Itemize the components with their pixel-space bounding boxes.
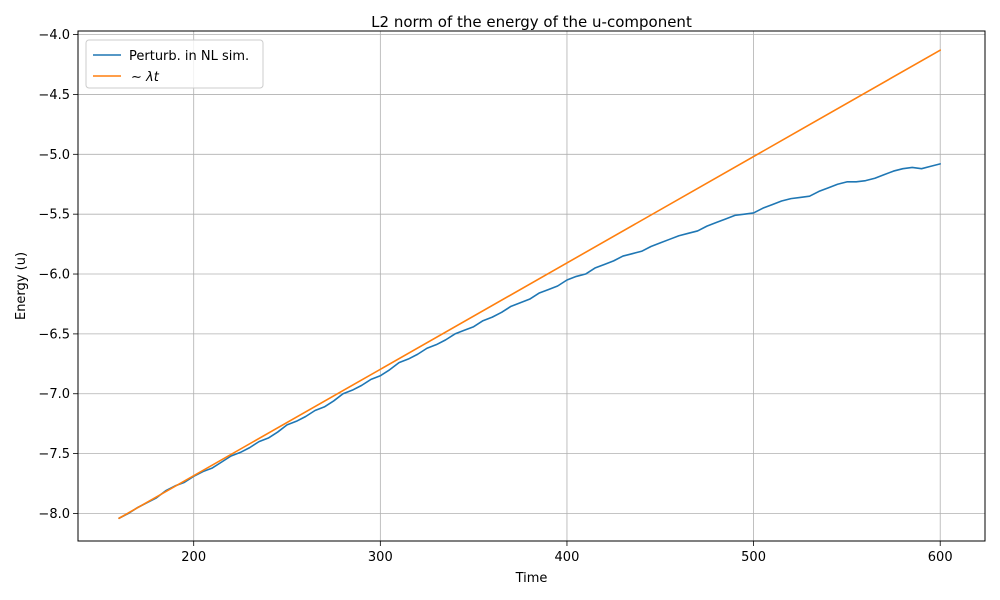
y-tick-label: −8.0 — [38, 507, 70, 522]
legend: Perturb. in NL sim. ∼ λt — [85, 39, 264, 89]
legend-label-linear-fit: ∼ λt — [131, 70, 160, 85]
x-tick-label: 600 — [928, 550, 953, 565]
legend-box — [85, 39, 264, 89]
series-group — [118, 49, 942, 520]
x-tick-label: 500 — [741, 550, 766, 565]
x-tick-label: 200 — [181, 550, 206, 565]
y-tick-label: −6.0 — [38, 268, 70, 283]
y-tick-label: −5.0 — [38, 148, 70, 163]
y-tick-label: −6.5 — [38, 327, 70, 342]
plot-frame — [77, 30, 986, 542]
x-axis-label: Time — [515, 571, 548, 586]
axis-ticks: 200 300 400 500 600 −8.0 −7.5 −7.0 −6.5 −6.0 −5.5 −… — [38, 28, 952, 565]
y-axis-label: Energy (u) — [14, 252, 29, 320]
y-tick-label: −4.0 — [38, 28, 70, 43]
y-tick-label: −4.5 — [38, 88, 70, 103]
y-tick-label: −7.0 — [38, 387, 70, 402]
series-line-linear-fit — [118, 49, 942, 520]
chart-title: L2 norm of the energy of the u-component — [371, 13, 692, 31]
y-tick-label: −5.5 — [38, 208, 70, 223]
y-tick-label: −7.5 — [38, 447, 70, 462]
series-line-perturb — [118, 163, 942, 520]
legend-label-perturb: Perturb. in NL sim. — [129, 49, 249, 64]
grid — [78, 31, 985, 541]
x-tick-label: 400 — [555, 550, 580, 565]
x-tick-label: 300 — [368, 550, 393, 565]
